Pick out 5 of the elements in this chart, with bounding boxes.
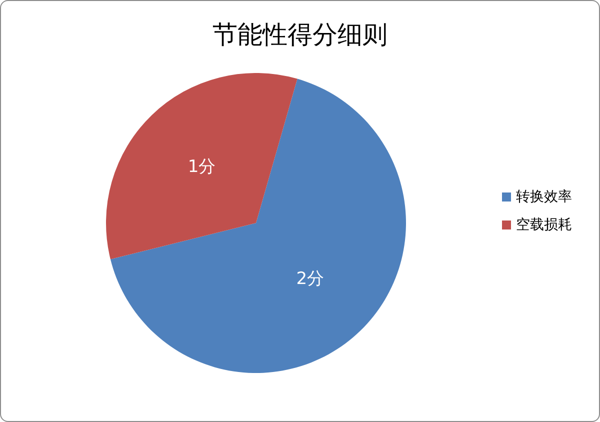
chart-title: 节能性得分细则 <box>212 20 388 49</box>
data-label: 2分 <box>296 269 324 290</box>
data-label: 1分 <box>188 156 216 177</box>
legend-label: 空载损耗 <box>516 217 572 233</box>
legend-label: 转换效率 <box>516 189 572 205</box>
